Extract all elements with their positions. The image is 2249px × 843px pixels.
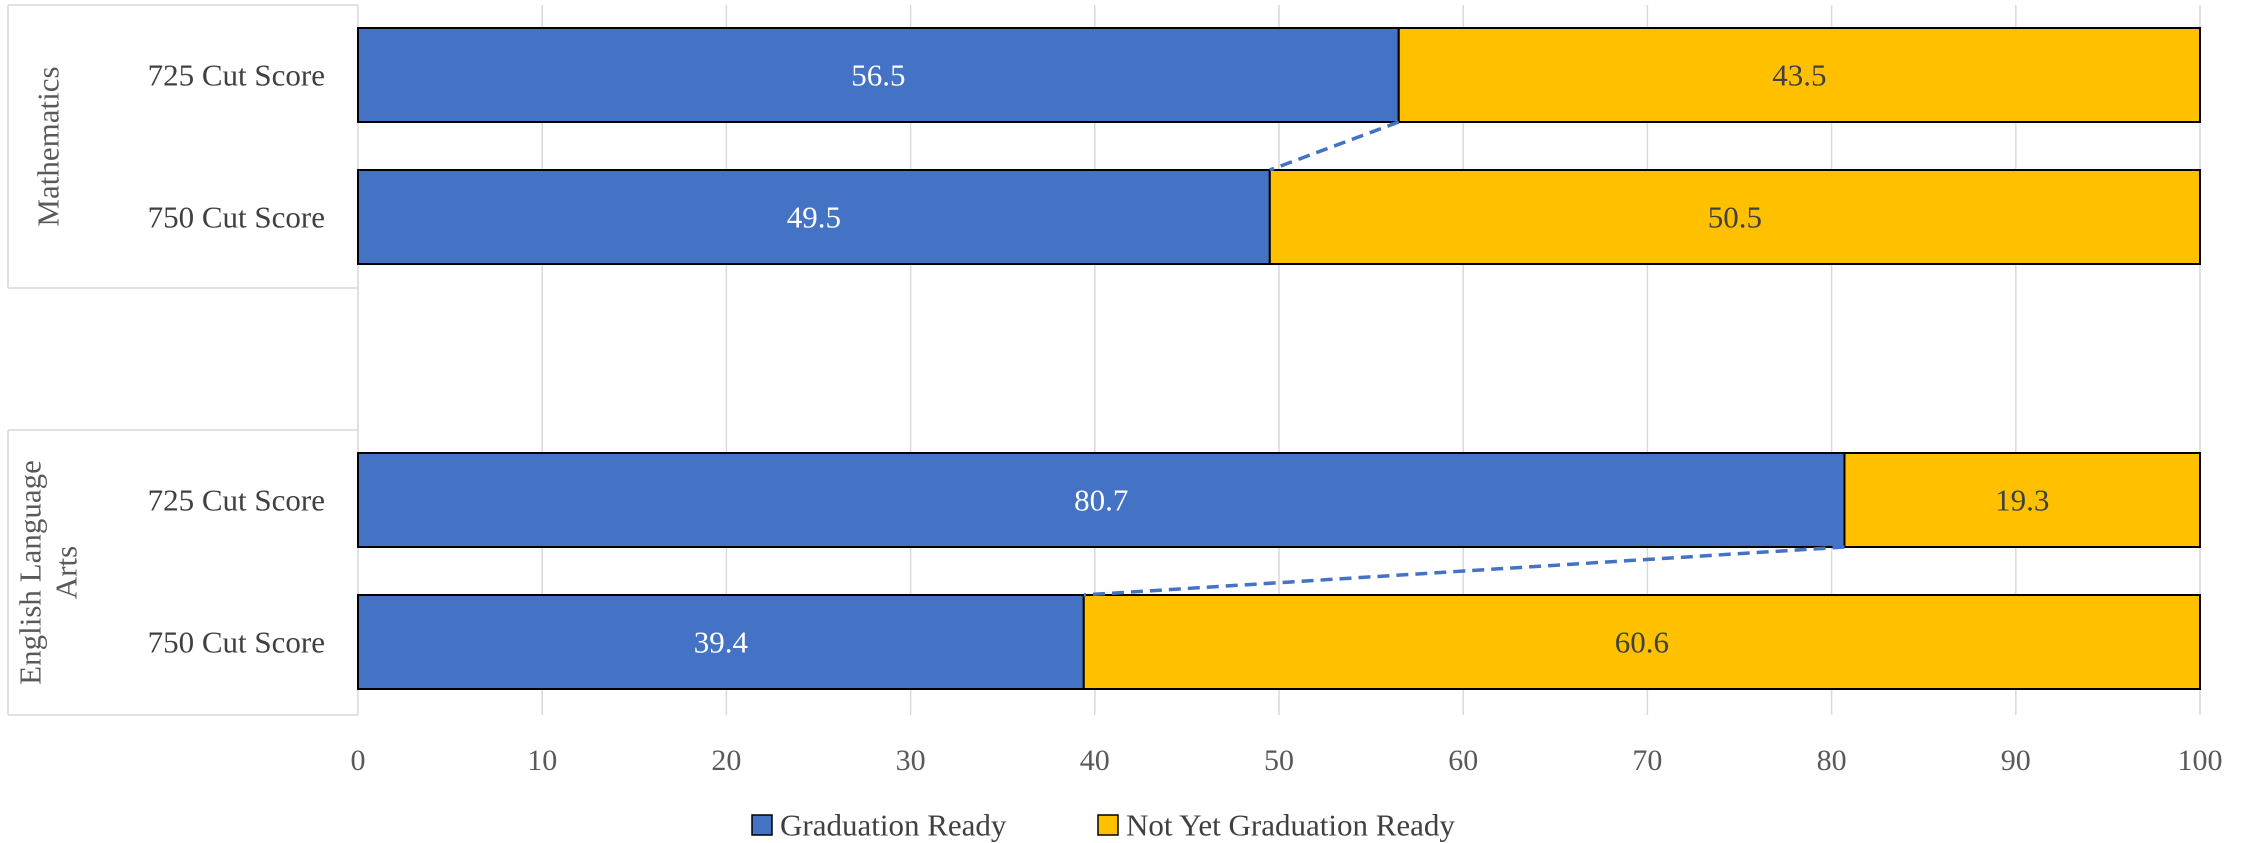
bar-segment <box>357 27 1400 123</box>
category-label: 725 Cut Score <box>148 58 325 93</box>
series-connectors <box>1083 120 1845 597</box>
legend-label: Not Yet Graduation Ready <box>1126 808 1455 843</box>
data-label: 60.6 <box>1615 625 1669 660</box>
x-tick-label: 100 <box>2178 744 2223 777</box>
data-label: 56.5 <box>851 58 905 93</box>
data-label: 49.5 <box>787 200 841 235</box>
category-axis-frame <box>7 4 359 716</box>
bar-segment <box>1268 169 2202 265</box>
x-tick-label: 20 <box>711 744 741 777</box>
data-label: 43.5 <box>1772 58 1826 93</box>
bar-segment <box>1843 452 2202 548</box>
x-tick-label: 60 <box>1448 744 1478 777</box>
x-tick-label: 0 <box>351 744 366 777</box>
data-label: 80.7 <box>1074 483 1128 518</box>
labels: 0 10 20 30 40 50 60 70 80 90 100 Mathematics 725 Cut… <box>13 58 2223 778</box>
bar-segment <box>357 169 1271 265</box>
legend-swatch <box>1097 814 1119 836</box>
x-tick-label: 50 <box>1264 744 1294 777</box>
group-label: Arts <box>49 546 84 599</box>
legend-swatch <box>751 814 773 836</box>
group-label: English Language <box>13 460 48 685</box>
category-label: 750 Cut Score <box>148 200 325 235</box>
category-label: 750 Cut Score <box>148 625 325 660</box>
x-tick-label: 40 <box>1080 744 1110 777</box>
legend: Graduation Ready Not Yet Graduation Ready <box>751 808 1455 843</box>
category-label: 725 Cut Score <box>148 483 325 518</box>
group-label: Mathematics <box>31 66 66 226</box>
bar-segment <box>1082 594 2201 690</box>
x-tick-label: 10 <box>527 744 557 777</box>
bars <box>357 27 2202 690</box>
x-tick-label: 90 <box>2001 744 2031 777</box>
series-connector <box>1083 545 1845 597</box>
bar-segment <box>357 594 1085 690</box>
data-label: 39.4 <box>694 625 749 660</box>
legend-label: Graduation Ready <box>780 808 1007 843</box>
data-label: 50.5 <box>1708 200 1762 235</box>
data-label: 19.3 <box>1995 483 2049 518</box>
bar-segment <box>1397 27 2201 123</box>
x-tick-label: 70 <box>1632 744 1662 777</box>
x-tick-label: 80 <box>1817 744 1847 777</box>
x-tick-label: 30 <box>896 744 926 777</box>
series-connector <box>1269 120 1400 172</box>
